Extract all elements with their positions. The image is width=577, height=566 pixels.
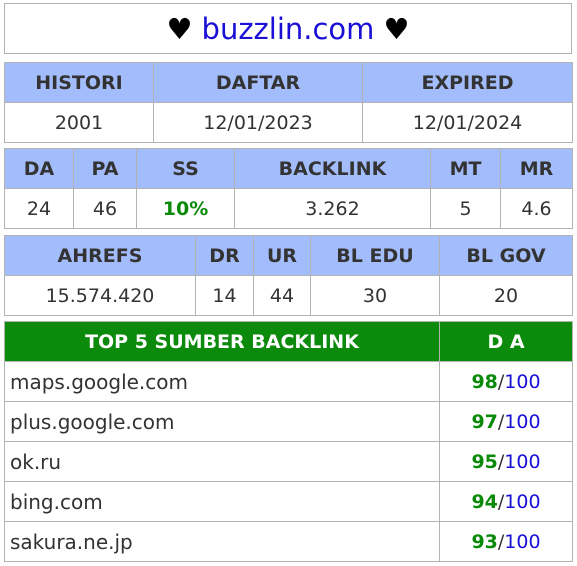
value-da: 24 [4,188,74,229]
header-pa: PA [73,148,137,189]
backlink-da-score: 94/100 [439,481,573,522]
backlink-da-score: 93/100 [439,521,573,562]
ahrefs-table: AHREFS DR UR BL EDU BL GOV 15.574.420 14… [4,235,573,316]
backlink-site[interactable]: ok.ru [4,441,440,482]
value-ss: 10% [136,188,235,229]
value-mt: 5 [430,188,501,229]
table-row: maps.google.com 98/100 [4,361,573,402]
heart-right-icon: ♥ [383,11,410,46]
header-top-sources: TOP 5 SUMBER BACKLINK [4,321,440,362]
site-title-box: ♥ buzzlin.com ♥ [4,3,572,54]
backlink-site[interactable]: maps.google.com [4,361,440,402]
value-bl-edu: 30 [310,275,440,316]
header-ahrefs: AHREFS [4,235,196,276]
table-row: bing.com 94/100 [4,481,573,522]
backlink-site[interactable]: bing.com [4,481,440,522]
header-ur: UR [253,235,311,276]
backlink-da-score: 95/100 [439,441,573,482]
value-mr: 4.6 [500,188,573,229]
value-ur: 44 [253,275,311,316]
metrics-table: DA PA SS BACKLINK MT MR 24 46 10% 3.262 … [4,148,573,229]
header-da: DA [4,148,74,189]
header-bl-gov: BL GOV [439,235,573,276]
header-daftar: DAFTAR [153,62,363,103]
top-backlinks-table: TOP 5 SUMBER BACKLINK D A maps.google.co… [4,321,573,562]
backlink-site[interactable]: plus.google.com [4,401,440,442]
header-dr: DR [195,235,254,276]
header-mt: MT [430,148,501,189]
header-histori: HISTORI [4,62,154,103]
backlink-site[interactable]: sakura.ne.jp [4,521,440,562]
value-daftar: 12/01/2023 [153,102,363,143]
value-dr: 14 [195,275,254,316]
site-domain[interactable]: buzzlin.com [201,11,375,46]
value-histori: 2001 [4,102,154,143]
header-expired: EXPIRED [362,62,573,103]
backlink-da-score: 98/100 [439,361,573,402]
table-row: ok.ru 95/100 [4,441,573,482]
backlink-da-score: 97/100 [439,401,573,442]
value-ahrefs: 15.574.420 [4,275,196,316]
value-backlink: 3.262 [234,188,431,229]
heart-left-icon: ♥ [166,11,193,46]
table-row: sakura.ne.jp 93/100 [4,521,573,562]
header-ss: SS [136,148,235,189]
header-mr: MR [500,148,573,189]
table-row: plus.google.com 97/100 [4,401,573,442]
header-backlink: BACKLINK [234,148,431,189]
value-pa: 46 [73,188,137,229]
value-bl-gov: 20 [439,275,573,316]
header-da-score: D A [439,321,573,362]
value-expired: 12/01/2024 [362,102,573,143]
header-bl-edu: BL EDU [310,235,440,276]
registration-table: HISTORI DAFTAR EXPIRED 2001 12/01/2023 1… [4,62,573,143]
